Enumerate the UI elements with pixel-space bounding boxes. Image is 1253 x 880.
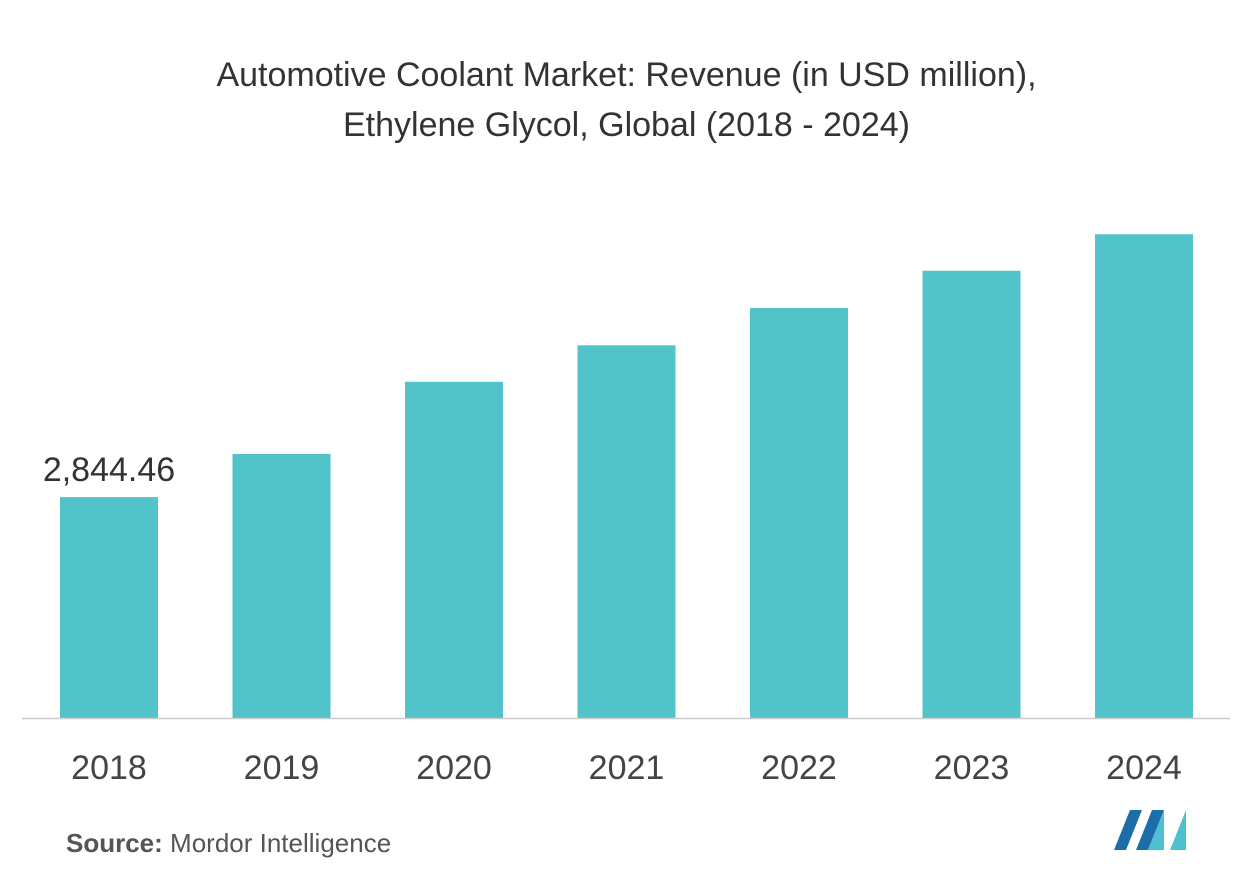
source-label: Source: <box>66 828 163 858</box>
x-tick-label-2023: 2023 <box>934 749 1010 787</box>
x-tick-label-2024: 2024 <box>1106 749 1182 787</box>
x-tick-label-2019: 2019 <box>244 749 320 787</box>
x-tick-label-2018: 2018 <box>71 749 147 787</box>
bar-2024 <box>1095 234 1193 718</box>
mordor-intelligence-logo-icon <box>1114 810 1186 850</box>
chart-title: Automotive Coolant Market: Revenue (in U… <box>0 50 1253 150</box>
source-text: Mordor Intelligence <box>170 828 392 858</box>
bar-2020 <box>405 381 503 718</box>
bar-group <box>60 234 1193 718</box>
x-tick-label-2022: 2022 <box>761 749 837 787</box>
bar-2022 <box>750 308 848 718</box>
data-labels: 2,844.46 <box>43 451 175 489</box>
bar-2019 <box>232 454 331 718</box>
data-label-2018: 2,844.46 <box>43 451 175 489</box>
chart-title-line-1: Automotive Coolant Market: Revenue (in U… <box>216 56 1037 94</box>
x-tick-label-2020: 2020 <box>416 749 492 787</box>
source-note: Source: Mordor Intelligence <box>66 828 391 859</box>
chart-title-line-2: Ethylene Glycol, Global (2018 - 2024) <box>343 106 910 144</box>
x-tick-label-2021: 2021 <box>589 749 665 787</box>
bar-2018 <box>60 497 158 718</box>
bar-2021 <box>577 345 676 718</box>
x-tick-labels: 2018 2019 2020 2021 2022 2023 2024 <box>71 749 1182 787</box>
bar-2023 <box>922 270 1021 718</box>
